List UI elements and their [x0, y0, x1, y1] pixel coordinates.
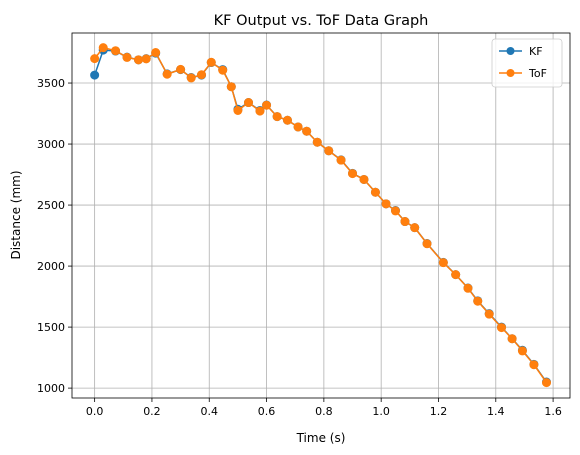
data-point-tof: [262, 100, 272, 110]
series-layer: [90, 43, 551, 388]
x-tick-label: 1.6: [544, 405, 562, 418]
data-point-tof: [272, 112, 282, 122]
legend-item-tof: ToF: [499, 67, 547, 80]
x-tick-label: 0.0: [86, 405, 104, 418]
chart-title: KF Output vs. ToF Data Graph: [214, 13, 429, 29]
x-tick-label: 1.0: [372, 405, 390, 418]
data-point-tof: [497, 323, 507, 333]
data-point-tof: [463, 283, 473, 293]
data-point-tof: [542, 378, 551, 388]
y-tick-label: 2000: [37, 260, 65, 273]
x-tick-label: 0.4: [201, 405, 219, 418]
legend: KF ToF: [491, 38, 563, 88]
x-tick-label: 0.6: [258, 405, 276, 418]
data-point-tof: [312, 137, 322, 147]
legend-frame: [491, 38, 563, 88]
data-point-tof: [422, 239, 432, 249]
x-tick-label: 0.2: [143, 405, 161, 418]
data-point-tof: [484, 309, 494, 319]
legend-label: KF: [529, 45, 543, 58]
data-point-tof: [293, 122, 303, 132]
data-point-tof: [400, 217, 410, 227]
y-tick-label: 1500: [37, 321, 65, 334]
data-point-tof: [255, 106, 265, 116]
y-tick-label: 3500: [37, 77, 65, 90]
data-point-tof: [122, 52, 132, 62]
data-point-tof: [90, 54, 100, 64]
data-point-tof: [111, 46, 121, 56]
data-point-tof: [162, 69, 172, 79]
y-tick-label: 3000: [37, 138, 65, 151]
axes: 0.0 0.2 0.4 0.6 0.8 1.0 1.2 1.4 1.6 1000 1500 2000 2…: [37, 77, 562, 418]
data-point-tof: [141, 54, 151, 64]
data-point-tof: [438, 258, 448, 268]
x-tick-label: 1.2: [430, 405, 448, 418]
data-point-tof: [391, 206, 400, 216]
data-point-tof: [282, 115, 292, 125]
data-point-tof: [206, 57, 216, 67]
data-point-tof: [336, 155, 346, 165]
data-point-tof: [529, 360, 539, 370]
data-point-tof: [151, 48, 161, 58]
data-point-tof: [359, 174, 369, 184]
data-point-kf: [90, 70, 100, 80]
data-point-tof: [410, 223, 420, 233]
data-point-tof: [473, 296, 483, 306]
data-point-tof: [302, 126, 312, 136]
data-point-tof: [381, 199, 391, 209]
data-point-tof: [226, 82, 236, 92]
data-point-tof: [133, 55, 143, 65]
x-tick-label: 0.8: [315, 405, 333, 418]
data-point-tof: [197, 70, 207, 80]
data-point-tof: [348, 169, 358, 179]
data-point-tof: [517, 346, 527, 356]
data-point-tof: [176, 64, 186, 74]
data-point-tof: [370, 187, 380, 197]
y-tick-label: 2500: [37, 199, 65, 212]
data-point-tof: [324, 146, 334, 156]
data-point-tof: [186, 73, 196, 83]
data-point-tof: [98, 43, 108, 53]
y-axis-label: Distance (mm): [9, 170, 23, 259]
legend-marker: [506, 69, 515, 77]
legend-label: ToF: [528, 67, 547, 80]
data-point-tof: [218, 65, 228, 75]
y-tick-label: 1000: [37, 382, 65, 395]
data-point-tof: [244, 98, 254, 108]
data-point-tof: [451, 270, 461, 280]
data-point-tof: [233, 105, 243, 115]
x-tick-label: 1.4: [487, 405, 505, 418]
plot-frame: [71, 32, 571, 399]
x-axis-label: Time (s): [296, 431, 346, 445]
data-point-tof: [507, 334, 517, 344]
series-tof: [90, 43, 551, 388]
legend-item-kf: KF: [499, 45, 543, 58]
legend-marker: [506, 47, 515, 55]
